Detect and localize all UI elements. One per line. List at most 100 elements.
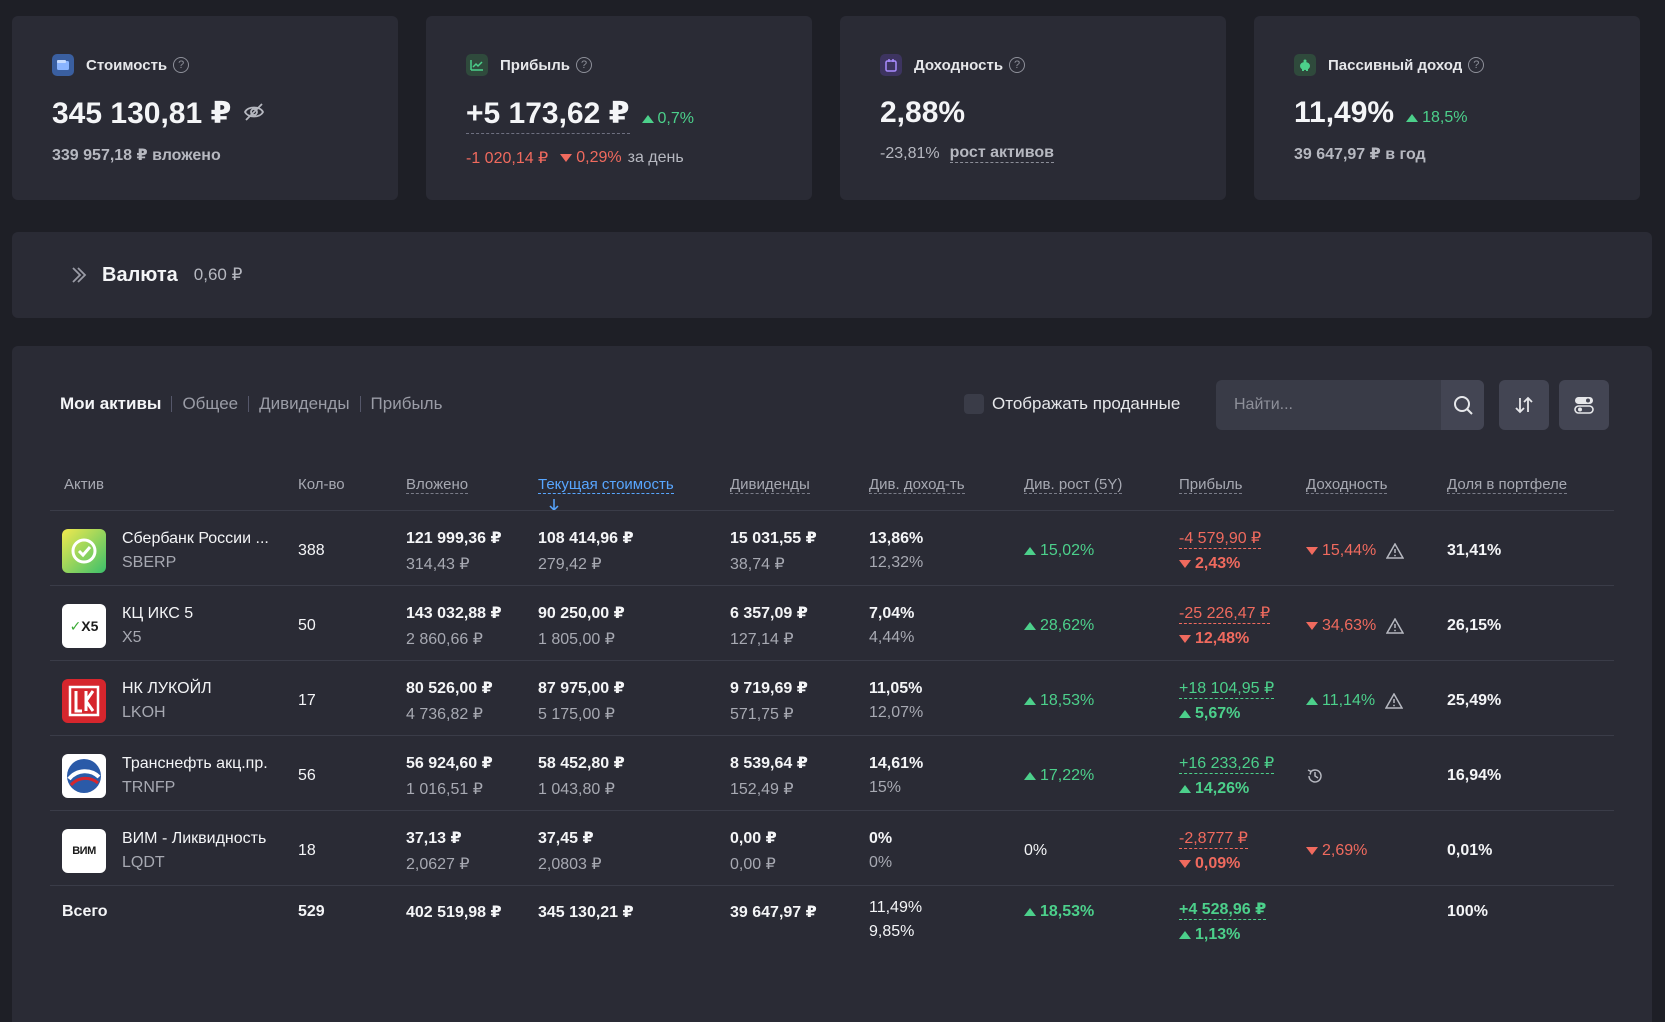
table-row[interactable]: НК ЛУКОЙЛ LKOH 17 80 526,00 ₽ 4 736,82 ₽ 87 9… — [50, 660, 1614, 739]
eye-off-icon[interactable] — [243, 101, 265, 123]
div-yield: 14,61% — [869, 754, 924, 772]
search-input[interactable] — [1216, 396, 1441, 414]
currency-title: Валюта — [102, 263, 178, 286]
arrow-down-icon — [1306, 621, 1318, 630]
col-profit[interactable]: Прибыль — [1179, 476, 1243, 494]
profit-value[interactable]: -25 226,47 ₽ — [1179, 605, 1271, 624]
dividends-total: 15 031,55 ₽ — [730, 529, 817, 547]
total-share: 100% — [1447, 903, 1488, 920]
invested-total: 56 924,60 ₽ — [406, 754, 493, 772]
invested-unit: 2,0627 ₽ — [406, 855, 470, 873]
stat-title: Пассивный доход — [1328, 56, 1463, 74]
col-invested[interactable]: Вложено — [406, 476, 469, 494]
search-icon — [1453, 396, 1473, 415]
sort-button[interactable] — [1499, 380, 1549, 430]
show-sold-toggle[interactable]: Отображать проданные — [964, 394, 1180, 414]
history-icon[interactable] — [1306, 767, 1324, 785]
asset-logo: ✓ X5 — [62, 604, 106, 648]
tab-dividends[interactable]: Дивиденды — [259, 394, 350, 413]
day-change-pct: 0,29% — [576, 149, 622, 166]
help-icon[interactable]: ? — [576, 57, 592, 73]
div-yield: 11,05% — [869, 679, 923, 697]
asset-qty: 50 — [298, 616, 316, 634]
settings-toggle-button[interactable] — [1559, 380, 1609, 430]
profit-pct: 14,26% — [1195, 780, 1250, 797]
table-row[interactable]: ✓ X5 КЦ ИКС 5 X5 50 143 032,88 ₽ 2 860,66 ₽ 90 … — [50, 585, 1614, 664]
total-invested: 402 519,98 ₽ — [406, 904, 502, 921]
tab-profit[interactable]: Прибыль — [370, 394, 443, 413]
div-growth: 0% — [1024, 841, 1048, 859]
invested-total: 80 526,00 ₽ — [406, 679, 493, 697]
total-qty: 529 — [298, 903, 325, 920]
invested-total: 121 999,36 ₽ — [406, 529, 502, 547]
col-div-growth[interactable]: Див. рост (5Y) — [1024, 476, 1123, 494]
calendar-icon — [880, 54, 902, 76]
stat-title: Доходность — [914, 56, 1004, 74]
chevron-right-icon[interactable] — [68, 264, 90, 286]
table-row[interactable]: Сбербанк России ... SBERP 388 121 999,36 ₽ 3… — [50, 510, 1614, 589]
stat-title: Стоимость — [86, 56, 168, 74]
col-portfolio-share[interactable]: Доля в портфеле — [1447, 476, 1568, 494]
asset-ticker: SBERP — [122, 553, 177, 571]
col-current-value[interactable]: Текущая стоимость — [538, 476, 674, 512]
warning-icon[interactable] — [1385, 692, 1404, 709]
search-button[interactable] — [1441, 380, 1484, 430]
profit-value[interactable]: -4 579,90 ₽ — [1179, 530, 1262, 549]
asset-logo — [62, 529, 106, 573]
table-row[interactable]: ВИМ ВИМ - Ликвидность LQDT 18 37,13 ₽ 2,0627 … — [50, 810, 1614, 889]
col-dividends[interactable]: Дивиденды — [730, 476, 810, 494]
total-profit[interactable]: +4 528,96 ₽ — [1179, 901, 1267, 920]
arrow-down-icon — [1179, 635, 1191, 643]
profit-pct: 5,67% — [1195, 705, 1241, 722]
asset-growth-label[interactable]: рост активов — [949, 144, 1054, 163]
profit-value[interactable]: +16 233,26 ₽ — [1179, 755, 1275, 774]
currency-value: 0,60 ₽ — [193, 265, 243, 284]
asset-name[interactable]: ВИМ - Ликвидность — [122, 829, 267, 847]
tab-general[interactable]: Общее — [182, 394, 239, 413]
help-icon[interactable]: ? — [1468, 57, 1485, 73]
current-unit: 279,42 ₽ — [538, 555, 602, 573]
profit-value[interactable]: -2,8777 ₽ — [1179, 830, 1248, 849]
total-profit-pct: 1,13% — [1195, 926, 1241, 943]
div-yield-secondary: 12,32% — [869, 553, 924, 571]
show-sold-checkbox[interactable] — [964, 394, 984, 414]
warning-icon[interactable] — [1386, 617, 1405, 634]
arrow-down-icon — [560, 154, 573, 162]
table-row[interactable]: Транснефть акц.пр. TRNFP 56 56 924,60 ₽ 1 01… — [50, 735, 1614, 814]
arrow-down-icon — [1179, 860, 1191, 868]
help-icon[interactable]: ? — [1009, 57, 1026, 73]
currency-section[interactable]: Валюта 0,60 ₽ — [12, 232, 1652, 318]
tab-divider — [359, 396, 361, 412]
invested-unit: 1 016,51 ₽ — [406, 780, 483, 798]
help-icon[interactable]: ? — [173, 57, 190, 73]
show-sold-label: Отображать проданные — [992, 394, 1181, 413]
dividends-unit: 0,00 ₽ — [730, 855, 776, 873]
portfolio-share: 26,15% — [1447, 616, 1502, 634]
yield-value: 15,44% — [1322, 541, 1377, 559]
stat-card-profit: Прибыль ? +5 173,62 ₽ 0,7% -1 020,14 ₽ 0… — [426, 16, 812, 200]
stat-change: 0,7% — [657, 110, 694, 127]
warning-icon[interactable] — [1386, 542, 1405, 559]
asset-ticker: LKOH — [122, 703, 166, 721]
asset-name[interactable]: Сбербанк России ... — [122, 529, 269, 547]
portfolio-share: 31,41% — [1447, 541, 1502, 559]
div-growth: 18,53% — [1040, 691, 1095, 709]
asset-name[interactable]: Транснефть акц.пр. — [122, 754, 268, 772]
current-total: 58 452,80 ₽ — [538, 754, 625, 772]
asset-logo — [62, 754, 106, 798]
arrow-up-icon — [641, 115, 654, 123]
div-yield: 7,04% — [869, 604, 915, 622]
asset-name[interactable]: КЦ ИКС 5 — [122, 604, 194, 622]
col-div-yield[interactable]: Див. доход-ть — [869, 476, 965, 494]
asset-qty: 388 — [298, 541, 325, 559]
asset-name[interactable]: НК ЛУКОЙЛ — [122, 679, 212, 697]
dividends-unit: 127,14 ₽ — [730, 630, 794, 648]
div-yield: 0% — [869, 829, 893, 847]
arrow-up-icon — [1024, 546, 1036, 555]
profit-value[interactable]: +18 104,95 ₽ — [1179, 680, 1275, 699]
arrow-down-icon — [1306, 846, 1318, 855]
col-yield[interactable]: Доходность — [1306, 476, 1388, 494]
tab-my-assets[interactable]: Мои активы — [60, 394, 162, 413]
asset-ticker: X5 — [122, 628, 142, 646]
div-growth: 15,02% — [1040, 541, 1095, 559]
